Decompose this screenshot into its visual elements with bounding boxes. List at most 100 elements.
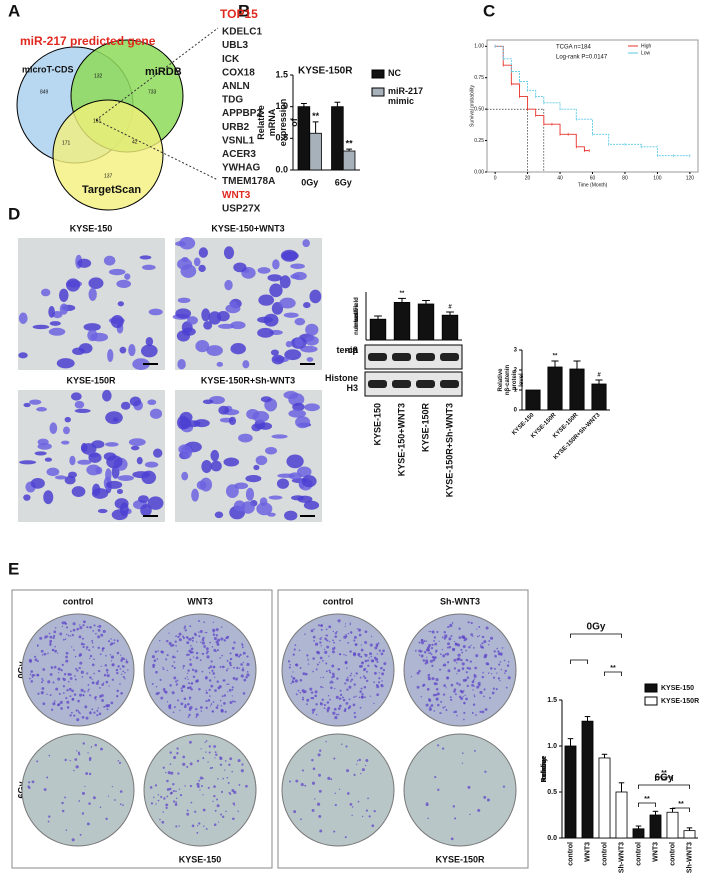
cell bbox=[117, 301, 125, 307]
colony bbox=[82, 694, 85, 697]
colony bbox=[292, 671, 294, 673]
cell bbox=[290, 263, 305, 269]
colony bbox=[169, 704, 172, 707]
colony bbox=[435, 678, 439, 682]
colony bbox=[209, 705, 212, 707]
colony bbox=[153, 659, 157, 662]
colony bbox=[436, 698, 438, 700]
colony bbox=[55, 687, 59, 691]
colony bbox=[159, 639, 161, 642]
colony bbox=[122, 804, 124, 806]
colony bbox=[432, 656, 435, 659]
cell bbox=[59, 303, 69, 315]
colony bbox=[215, 753, 218, 756]
colony bbox=[332, 711, 336, 715]
colony bbox=[78, 666, 81, 670]
colony bbox=[246, 670, 249, 673]
bracket bbox=[638, 802, 656, 807]
colony bbox=[326, 645, 330, 649]
colony bbox=[63, 621, 66, 624]
colony bbox=[166, 795, 169, 798]
bar bbox=[569, 368, 585, 411]
colony bbox=[172, 644, 175, 647]
cell bbox=[140, 504, 152, 517]
median-guide bbox=[487, 108, 545, 172]
colony bbox=[120, 691, 123, 695]
colony bbox=[50, 666, 52, 668]
colony bbox=[472, 689, 474, 691]
colony bbox=[65, 697, 68, 700]
colony bbox=[481, 642, 484, 645]
colony bbox=[191, 668, 195, 671]
colony bbox=[33, 674, 36, 677]
colony bbox=[51, 648, 54, 651]
colony bbox=[307, 659, 309, 661]
colony bbox=[373, 656, 377, 660]
colony bbox=[437, 788, 440, 792]
bar bbox=[649, 814, 662, 839]
colony bbox=[63, 678, 66, 682]
colony bbox=[209, 767, 212, 770]
plate-row-label: 6Gy bbox=[16, 781, 26, 798]
cell bbox=[226, 484, 239, 498]
legend-swatch bbox=[644, 683, 658, 693]
colony bbox=[205, 751, 207, 753]
colony bbox=[319, 661, 321, 664]
cell bbox=[276, 478, 290, 489]
colony bbox=[75, 709, 78, 712]
colony bbox=[117, 665, 120, 668]
colony bbox=[339, 693, 343, 697]
cell bbox=[202, 399, 214, 405]
colony bbox=[110, 638, 112, 640]
panel-label: E bbox=[8, 559, 19, 578]
set-label: microT-CDS bbox=[22, 64, 74, 74]
colony bbox=[333, 830, 336, 833]
colony bbox=[70, 630, 72, 633]
cell bbox=[177, 258, 193, 270]
colony bbox=[369, 652, 373, 656]
colony bbox=[492, 687, 495, 690]
colony bbox=[472, 712, 474, 714]
bar bbox=[393, 301, 411, 341]
colony bbox=[346, 667, 348, 669]
colony bbox=[156, 658, 159, 660]
colony bbox=[209, 665, 213, 668]
cell bbox=[182, 327, 196, 336]
colony bbox=[325, 740, 327, 743]
colony bbox=[333, 646, 336, 649]
colony bbox=[168, 706, 172, 710]
colony bbox=[322, 659, 324, 662]
cell bbox=[260, 396, 272, 403]
colony bbox=[173, 666, 176, 670]
cell bbox=[284, 510, 298, 521]
colony bbox=[175, 645, 177, 647]
colony bbox=[337, 707, 341, 710]
colony bbox=[212, 800, 214, 803]
colony bbox=[352, 703, 356, 707]
colony bbox=[221, 815, 225, 819]
colony bbox=[31, 673, 35, 677]
colony bbox=[36, 760, 39, 763]
colony bbox=[61, 625, 64, 628]
colony bbox=[223, 694, 227, 697]
colony bbox=[483, 640, 487, 644]
colony bbox=[323, 648, 326, 650]
colony bbox=[448, 646, 452, 649]
cell bbox=[206, 345, 223, 356]
colony bbox=[454, 693, 457, 696]
colony bbox=[323, 703, 326, 707]
cell bbox=[106, 455, 123, 469]
colony bbox=[295, 779, 299, 783]
colony bbox=[110, 660, 113, 662]
region-count: 171 bbox=[62, 140, 71, 146]
colony bbox=[334, 804, 337, 807]
colony bbox=[94, 743, 98, 747]
colony bbox=[493, 667, 496, 670]
colony bbox=[441, 649, 444, 651]
colony bbox=[53, 702, 56, 704]
colony bbox=[91, 708, 94, 711]
colony bbox=[310, 629, 314, 633]
colony bbox=[191, 682, 194, 685]
colony bbox=[36, 644, 39, 647]
colony bbox=[439, 668, 442, 671]
